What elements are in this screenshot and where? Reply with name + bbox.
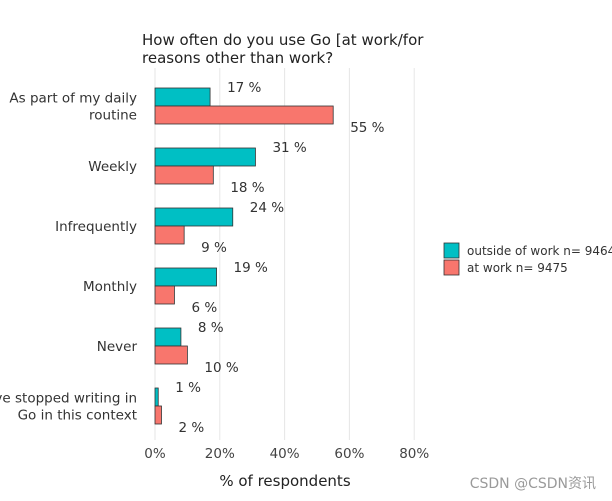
bar-s0-0 (154, 87, 211, 107)
value-label-s0-3: 19 % (234, 260, 268, 276)
x-tick-label-0: 0% (144, 446, 166, 462)
value-label-s1-0: 55 % (350, 120, 384, 136)
category-label-2-0: Infrequently (55, 219, 137, 235)
value-label-s0-0: 17 % (227, 80, 261, 96)
chart-title-line-1: reasons other than work? (142, 49, 333, 67)
value-label-s0-2: 24 % (250, 200, 284, 216)
watermark-text: CSDN @CSDN资讯 (470, 476, 596, 492)
gridlines (154, 68, 415, 440)
bars (154, 87, 334, 425)
chart-title-line-0: How often do you use Go [at work/for (142, 31, 424, 49)
value-label-s1-1: 18 % (230, 180, 264, 196)
category-label-3-0: Monthly (83, 279, 137, 295)
bar-s1-2 (154, 225, 185, 245)
legend-label-1: at work n= 9475 (467, 261, 568, 275)
value-label-s1-5: 2 % (178, 420, 204, 436)
bar-s0-4 (154, 327, 182, 347)
bar-s0-5 (154, 387, 159, 407)
x-axis-title: % of respondents (219, 472, 350, 490)
category-label-0-0: As part of my daily (9, 91, 137, 107)
category-label-5-1: Go in this context (18, 408, 137, 424)
bar-s1-5 (154, 405, 162, 425)
value-label-s0-4: 8 % (198, 320, 224, 336)
x-tick-label-1: 20% (205, 446, 235, 462)
bar-s1-3 (154, 285, 175, 305)
x-tick-label-4: 80% (399, 446, 429, 462)
bar-s1-4 (154, 345, 188, 365)
x-tick-labels: 0% 20% 40% 60% 80% (144, 446, 429, 462)
bar-s0-2 (154, 207, 234, 227)
category-label-5-0: I've stopped writing in (0, 391, 137, 407)
legend: outside of work n= 9464 at work n= 9475 (443, 242, 612, 276)
category-label-0-1: routine (89, 108, 137, 124)
legend-swatch-0 (443, 242, 460, 259)
bar-s1-1 (154, 165, 214, 185)
value-label-s1-2: 9 % (201, 240, 227, 256)
x-tick-label-3: 60% (334, 446, 364, 462)
bar-s0-1 (154, 147, 256, 167)
value-label-s0-1: 31 % (272, 140, 306, 156)
legend-swatch-1 (443, 259, 460, 276)
value-label-s1-4: 10 % (204, 360, 238, 376)
bar-s0-3 (154, 267, 217, 287)
x-tick-label-2: 40% (270, 446, 300, 462)
value-labels: 17 % 31 % 24 % 19 % 8 % 1 % 55 % 18 % 9 % 6 % 10 %… (175, 80, 384, 436)
category-label-1-0: Weekly (88, 159, 137, 175)
chart-title: How often do you use Go [at work/forreas… (142, 31, 424, 67)
legend-label-0: outside of work n= 9464 (467, 244, 612, 258)
category-label-4-0: Never (97, 339, 138, 355)
value-label-s1-3: 6 % (191, 300, 217, 316)
value-label-s0-5: 1 % (175, 380, 201, 396)
bar-s1-0 (154, 105, 334, 125)
